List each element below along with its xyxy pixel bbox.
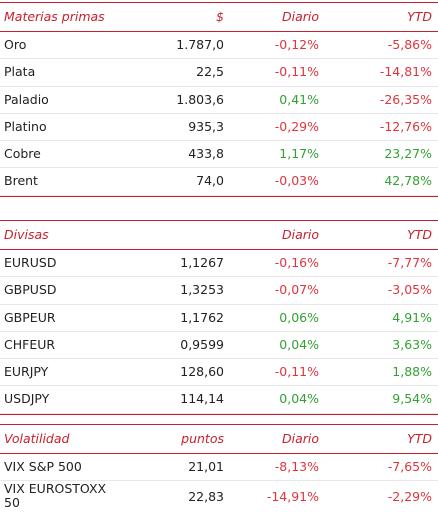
row-ytd: 9,54% xyxy=(392,391,432,407)
volatilidad-ytd-header: YTD xyxy=(407,431,432,446)
divisas-table: Divisas Diario YTD EURUSD 1,1267 -0,16% … xyxy=(0,220,438,415)
row-name: Oro xyxy=(4,37,27,52)
table-row: Platino 935,3 -0,29% -12,76% xyxy=(0,114,438,142)
row-value: 935,3 xyxy=(188,118,224,134)
table-row: GBPEUR 1,1762 0,06% 4,91% xyxy=(0,305,438,332)
materias-title: Materias primas xyxy=(4,9,105,24)
materias-unit-header: $ xyxy=(216,9,224,24)
row-name: GBPEUR xyxy=(4,309,56,325)
row-daily: -0,12% xyxy=(274,37,319,52)
row-daily: -8,13% xyxy=(274,459,319,474)
row-name-line1: VIX EUROSTOXX xyxy=(4,481,107,497)
volatilidad-title: Volatilidad xyxy=(4,431,70,446)
row-name: EURUSD xyxy=(4,255,57,270)
row-daily: 0,04% xyxy=(279,336,319,352)
row-daily: -0,16% xyxy=(274,255,319,270)
row-ytd: -12,76% xyxy=(379,118,432,134)
row-name: Brent xyxy=(4,173,38,189)
row-name: CHFEUR xyxy=(4,336,56,352)
row-ytd: -14,81% xyxy=(379,64,432,80)
table-row: USDJPY 114,14 0,04% 9,54% xyxy=(0,386,438,414)
row-ytd: -26,35% xyxy=(379,91,432,107)
row-ytd: -7,77% xyxy=(387,255,432,270)
table-row: Brent 74,0 -0,03% 42,78% xyxy=(0,168,438,196)
row-ytd: 42,78% xyxy=(384,173,432,189)
row-value: 114,14 xyxy=(180,391,224,407)
row-ytd: 3,63% xyxy=(392,336,432,352)
row-daily: 0,41% xyxy=(279,91,319,107)
row-ytd: 1,88% xyxy=(392,364,432,380)
divisas-daily-header: Diario xyxy=(281,227,319,242)
divisas-title: Divisas xyxy=(4,227,49,242)
row-value: 1.787,0 xyxy=(176,37,224,52)
row-daily: 0,04% xyxy=(279,391,319,407)
row-name: USDJPY xyxy=(4,391,50,407)
row-daily: -14,91% xyxy=(266,489,319,505)
row-value: 21,01 xyxy=(188,459,224,474)
volatilidad-daily-header: Diario xyxy=(281,431,319,446)
row-value: 128,60 xyxy=(180,364,224,380)
table-row: EURUSD 1,1267 -0,16% -7,77% xyxy=(0,250,438,278)
table-row: Cobre 433,8 1,17% 23,27% xyxy=(0,141,438,169)
table-row: EURJPY 128,60 -0,11% 1,88% xyxy=(0,359,438,387)
materias-daily-header: Diario xyxy=(281,9,319,24)
table-row: VIX EUROSTOXX 50 22,83 -14,91% -2,29% xyxy=(0,481,438,512)
row-ytd: 23,27% xyxy=(384,146,432,162)
volatilidad-header-row: Volatilidad puntos Diario YTD xyxy=(0,424,438,454)
materias-header-row: Materias primas $ Diario YTD xyxy=(0,2,438,32)
table-row: CHFEUR 0,9599 0,04% 3,63% xyxy=(0,332,438,360)
row-value: 1,1267 xyxy=(180,255,224,270)
volatilidad-unit-header: puntos xyxy=(181,431,224,446)
row-value: 74,0 xyxy=(196,173,224,189)
row-daily: -0,11% xyxy=(274,64,319,80)
divisas-header-row: Divisas Diario YTD xyxy=(0,220,438,250)
materias-primas-table: Materias primas $ Diario YTD Oro 1.787,0… xyxy=(0,2,438,197)
table-row: VIX S&P 500 21,01 -8,13% -7,65% xyxy=(0,454,438,482)
row-ytd: -2,29% xyxy=(387,489,432,505)
materias-ytd-header: YTD xyxy=(407,9,432,24)
row-name: VIX EUROSTOXX 50 xyxy=(4,482,106,510)
row-daily: -0,03% xyxy=(274,173,319,189)
row-ytd: -7,65% xyxy=(387,459,432,474)
row-daily: -0,29% xyxy=(274,118,319,134)
row-daily: 1,17% xyxy=(279,146,319,162)
row-ytd: 4,91% xyxy=(392,309,432,325)
row-ytd: -3,05% xyxy=(387,282,432,298)
row-daily: -0,07% xyxy=(274,282,319,298)
row-value: 1.803,6 xyxy=(176,91,224,107)
row-name: VIX S&P 500 xyxy=(4,459,82,474)
row-name: Cobre xyxy=(4,146,41,162)
row-name: EURJPY xyxy=(4,364,49,380)
row-ytd: -5,86% xyxy=(387,37,432,52)
row-name: Platino xyxy=(4,118,47,134)
row-value: 0,9599 xyxy=(180,336,224,352)
row-daily: 0,06% xyxy=(279,309,319,325)
table-row: Paladio 1.803,6 0,41% -26,35% xyxy=(0,87,438,114)
table-row: GBPUSD 1,3253 -0,07% -3,05% xyxy=(0,277,438,305)
row-daily: -0,11% xyxy=(274,364,319,380)
row-value: 433,8 xyxy=(188,146,224,162)
row-name: Paladio xyxy=(4,91,49,107)
table-bottom-rule xyxy=(0,413,438,415)
row-value: 1,1762 xyxy=(180,309,224,325)
table-row: Plata 22,5 -0,11% -14,81% xyxy=(0,59,438,87)
row-name: GBPUSD xyxy=(4,282,57,298)
row-name-line2: 50 xyxy=(4,495,20,511)
volatilidad-table: Volatilidad puntos Diario YTD VIX S&P 50… xyxy=(0,424,438,512)
table-bottom-rule xyxy=(0,195,438,197)
row-value: 22,83 xyxy=(188,489,224,505)
divisas-ytd-header: YTD xyxy=(407,227,432,242)
row-name: Plata xyxy=(4,64,36,80)
row-value: 22,5 xyxy=(196,64,224,80)
table-row: Oro 1.787,0 -0,12% -5,86% xyxy=(0,32,438,60)
row-value: 1,3253 xyxy=(180,282,224,298)
